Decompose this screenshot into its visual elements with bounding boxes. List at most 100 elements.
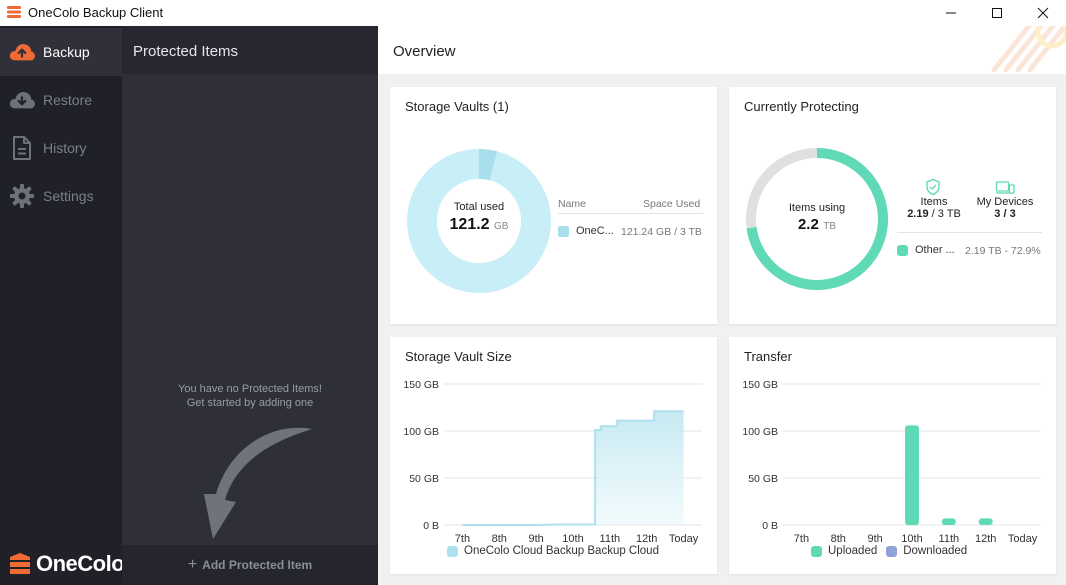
legend-swatch <box>897 244 908 256</box>
donut-used-segment <box>478 149 498 181</box>
decorative-stripes-icon <box>991 26 1066 73</box>
empty-state-line: Get started by adding one <box>186 397 314 409</box>
items-stat: Items 2.19 / 3 TB <box>889 196 979 220</box>
sidebar-item-history[interactable]: History <box>0 124 122 172</box>
legend-value: 2.19 TB - 72.9% <box>965 245 1041 257</box>
chart-legend: Uploaded Downloaded <box>811 545 967 557</box>
currently-protecting-donut-chart <box>746 148 888 290</box>
center-unit: GB <box>494 221 509 232</box>
sidebar: Backup Restore History <box>0 26 125 585</box>
ring-center-label: Items using <box>788 202 846 214</box>
center-value: 121.2 <box>449 216 490 233</box>
legend-name: Other ... <box>915 244 955 256</box>
document-icon <box>8 134 36 162</box>
title-bar: OneColo Backup Client <box>0 0 1066 26</box>
area-line <box>462 410 684 526</box>
center-value: 2.2 <box>797 216 819 233</box>
legend-swatch-uploaded <box>811 545 822 557</box>
x-tick-label: 8th <box>831 533 846 545</box>
x-tick-label: 11th <box>939 533 960 545</box>
x-tick-label: Today <box>1008 533 1038 545</box>
plus-icon: + <box>187 556 198 573</box>
devices-stat: My Devices 3 / 3 <box>964 196 1046 220</box>
x-tick-label: 12th <box>636 533 657 545</box>
sidebar-item-label: Settings <box>43 188 94 204</box>
x-tick-label: 10th <box>562 533 583 545</box>
card-title: Currently Protecting <box>744 99 859 114</box>
card-title: Transfer <box>744 349 792 364</box>
transfer-chart: 0 B 50 GB 100 GB 150 GB 7th 8th 9th 10th 11th 12t… <box>742 379 1041 545</box>
y-tick-label: 150 GB <box>403 379 439 391</box>
x-tick-label: 9th <box>528 533 543 545</box>
bar-uploaded <box>978 518 993 525</box>
cloud-download-icon <box>8 86 36 114</box>
chart-legend: OneColo Cloud Backup Backup Cloud <box>447 545 659 557</box>
legend-swatch <box>558 225 569 237</box>
cloud-upload-icon <box>8 38 36 66</box>
curved-arrow-icon <box>204 427 312 539</box>
center-unit: TB <box>823 221 837 232</box>
donut-center-value: 121.2 GB <box>404 216 554 234</box>
y-tick-label: 0 B <box>423 520 439 532</box>
transfer-card: Transfer 0 B 50 GB 100 GB 150 GB 7th 8th 9th 10… <box>729 337 1056 574</box>
overview-header: Overview <box>378 26 1066 74</box>
currently-protecting-card: Currently Protecting Items using 2.2 TB … <box>729 87 1056 324</box>
empty-state-line: You have no Protected Items! <box>178 383 322 395</box>
storage-vaults-card: Storage Vaults (1) Total used 121.2 GB N… <box>390 87 717 324</box>
x-tick-label: Today <box>669 533 699 545</box>
brand-name: OneColo <box>36 551 125 576</box>
legend-swatch-downloaded <box>886 545 898 557</box>
card-title: Storage Vaults (1) <box>405 99 509 114</box>
x-tick-label: 12th <box>975 533 996 545</box>
vault-space-used: 121.24 GB / 3 TB <box>621 226 702 238</box>
items-label: Items <box>920 196 948 208</box>
overview-area: Overview Storage Vaults (1) Total used 1… <box>378 26 1066 585</box>
column-header-space-used: Space Used <box>643 198 701 210</box>
empty-state-message: You have no Protected Items! Get started… <box>122 382 378 410</box>
legend-label-uploaded: Uploaded <box>828 545 878 557</box>
sidebar-item-restore[interactable]: Restore <box>0 76 122 124</box>
sidebar-item-label: Backup <box>43 44 90 60</box>
y-tick-label: 150 GB <box>742 379 778 391</box>
x-tick-label: 11th <box>600 533 621 545</box>
add-protected-item-label: Add Protected Item <box>202 558 313 572</box>
y-tick-label: 100 GB <box>403 426 439 438</box>
minimize-button[interactable] <box>928 0 974 26</box>
sidebar-item-label: Restore <box>43 92 93 108</box>
card-title: Storage Vault Size <box>405 349 512 364</box>
protected-items-panel: Protected Items You have no Protected It… <box>122 26 378 585</box>
storage-vault-donut-chart <box>407 149 551 293</box>
sidebar-item-settings[interactable]: Settings <box>0 172 122 220</box>
onecolo-logo-icon <box>10 553 30 574</box>
app-logo-icon <box>7 6 21 18</box>
devices-label: My Devices <box>976 196 1034 208</box>
y-tick-label: 100 GB <box>742 426 778 438</box>
ring-used-segment <box>746 148 888 290</box>
protecting-legend-row[interactable]: Other ... <box>897 244 955 256</box>
add-protected-item-button[interactable]: + Add Protected Item <box>122 545 378 585</box>
x-tick-label: 8th <box>492 533 507 545</box>
gear-icon <box>8 182 36 210</box>
brand-logo: OneColo <box>8 551 125 577</box>
x-tick-label: 7th <box>794 533 809 545</box>
panel-title: Protected Items <box>133 43 239 60</box>
vault-row[interactable]: OneC... <box>558 225 614 237</box>
close-button[interactable] <box>1020 0 1066 26</box>
items-total: / 3 TB <box>928 208 961 220</box>
maximize-button[interactable] <box>974 0 1020 26</box>
y-tick-label: 50 GB <box>409 473 439 485</box>
x-tick-label: 7th <box>455 533 470 545</box>
sidebar-item-backup[interactable]: Backup <box>0 28 122 76</box>
bar-uploaded <box>905 425 919 525</box>
items-value: 2.19 <box>907 208 929 220</box>
window-title: OneColo Backup Client <box>28 5 164 20</box>
divider <box>558 213 703 214</box>
y-tick-label: 50 GB <box>748 473 778 485</box>
donut-center <box>437 179 521 263</box>
y-tick-label: 0 B <box>762 520 778 532</box>
column-header-name: Name <box>558 198 587 210</box>
maximize-icon <box>992 8 1002 18</box>
close-icon <box>1037 7 1049 19</box>
shield-check-icon <box>926 178 940 196</box>
x-tick-label: 10th <box>901 533 922 545</box>
